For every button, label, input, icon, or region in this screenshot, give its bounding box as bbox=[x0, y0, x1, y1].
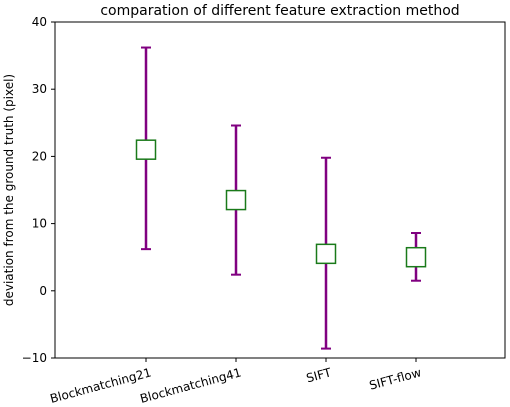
mean-marker bbox=[135, 139, 157, 160]
mean-marker bbox=[225, 189, 247, 211]
x-tick-label: SIFT bbox=[305, 365, 334, 385]
x-tick-label: Blockmatching21 bbox=[48, 365, 152, 406]
x-tick-label: Blockmatching41 bbox=[138, 365, 242, 406]
mean-marker bbox=[315, 243, 337, 265]
y-tick-label: 40 bbox=[32, 15, 47, 29]
plot-frame bbox=[54, 21, 506, 359]
mean-marker bbox=[405, 246, 427, 268]
x-tick-label: SIFT-flow bbox=[368, 365, 423, 392]
y-tick-label: 30 bbox=[32, 82, 47, 96]
y-tick-label: 0 bbox=[39, 284, 47, 298]
y-tick-label: 10 bbox=[32, 217, 47, 231]
chart-title: comparation of different feature extract… bbox=[100, 3, 459, 19]
y-axis-label: deviation from the ground truth (pixel) bbox=[2, 74, 16, 306]
y-tick-label: −10 bbox=[22, 351, 47, 365]
y-tick-label: 20 bbox=[32, 149, 47, 163]
chart-marks: −10 0 10 20 30 40 Blockmatching21Blockmatching… bbox=[22, 15, 427, 406]
